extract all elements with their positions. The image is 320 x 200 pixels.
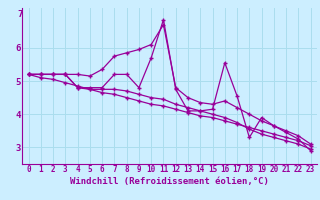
X-axis label: Windchill (Refroidissement éolien,°C): Windchill (Refroidissement éolien,°C) (70, 177, 269, 186)
Text: 7: 7 (17, 10, 22, 19)
